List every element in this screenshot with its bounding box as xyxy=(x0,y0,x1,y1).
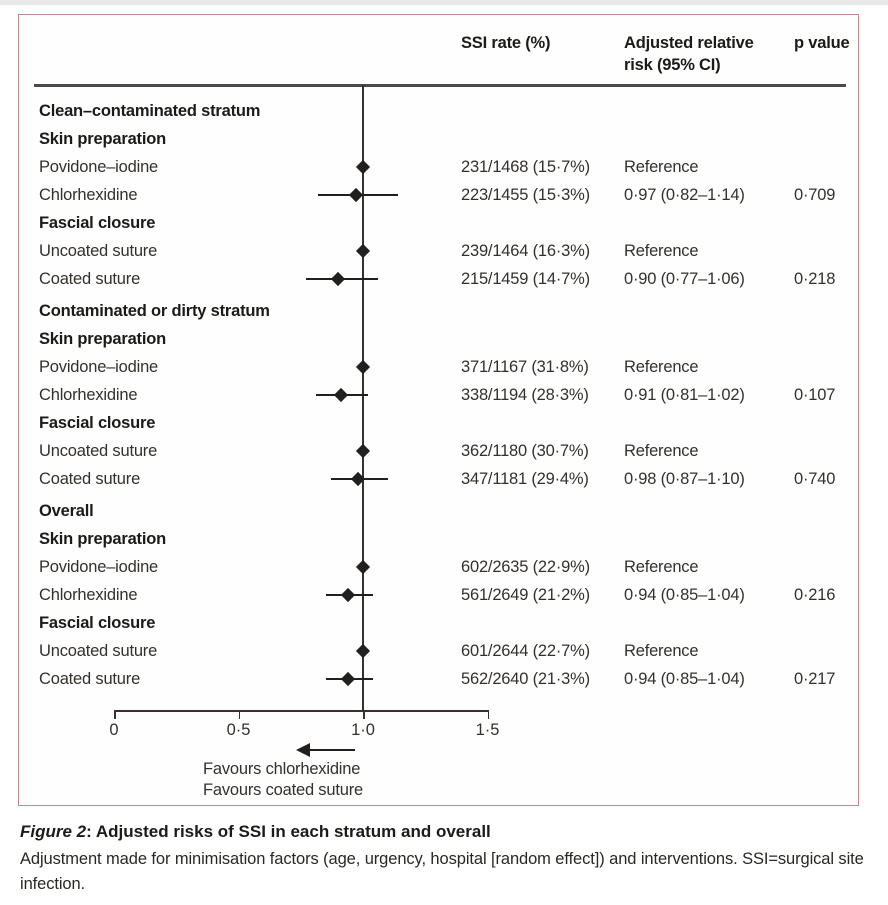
row-label: Chlorhexidine xyxy=(39,586,138,604)
top-edge-strip xyxy=(0,0,888,5)
forest-plot-panel: SSI rate (%) Adjusted relative risk (95%… xyxy=(18,14,859,806)
p-value-cell: 0·709 xyxy=(794,186,836,204)
row-label: Uncoated suture xyxy=(39,442,158,460)
figure-number: Figure 2 xyxy=(20,822,87,841)
group-label: Skin preparation xyxy=(39,530,166,548)
ssi-rate-cell: 223/1455 (15·3%) xyxy=(461,186,590,204)
ssi-rate-cell: 347/1181 (29·4%) xyxy=(461,470,589,488)
p-value-cell: 0·216 xyxy=(794,586,836,604)
x-axis-tick-label: 0·5 xyxy=(226,721,251,739)
row-label: Povidone–iodine xyxy=(39,158,159,176)
ssi-rate-cell: 338/1194 (28·3%) xyxy=(461,386,589,404)
favours-label: Favours coated suture xyxy=(203,781,363,799)
ssi-rate-cell: 362/1180 (30·7%) xyxy=(461,442,589,460)
group-label: Overall xyxy=(39,502,94,520)
point-estimate-diamond xyxy=(355,643,371,659)
row-label: Uncoated suture xyxy=(39,242,158,260)
relative-risk-cell: 0·97 (0·82–1·14) xyxy=(624,186,745,204)
row-label: Chlorhexidine xyxy=(39,186,138,204)
point-estimate-diamond xyxy=(340,671,356,687)
point-estimate-diamond xyxy=(355,243,371,259)
x-axis-tick-label: 1·5 xyxy=(475,721,500,739)
column-header-adjusted-rr: Adjusted relative risk (95% CI) xyxy=(624,34,754,74)
ssi-rate-cell: 561/2649 (21·2%) xyxy=(461,586,590,604)
ssi-rate-cell: 602/2635 (22·9%) xyxy=(461,558,590,576)
group-label: Contaminated or dirty stratum xyxy=(39,302,270,320)
row-label: Coated suture xyxy=(39,670,141,688)
relative-risk-cell: Reference xyxy=(624,442,699,460)
figure-title: : Adjusted risks of SSI in each stratum … xyxy=(86,822,491,841)
relative-risk-cell: Reference xyxy=(624,158,699,176)
point-estimate-diamond xyxy=(348,187,363,203)
favours-arrow-left-icon xyxy=(296,743,310,757)
group-label: Skin preparation xyxy=(39,330,166,348)
figure-caption-title: Figure 2: Adjusted risks of SSI in each … xyxy=(20,820,872,844)
header-divider-line xyxy=(34,84,846,87)
row-label: Povidone–iodine xyxy=(39,558,159,576)
x-axis-line xyxy=(114,710,488,712)
favours-arrow-shaft xyxy=(308,749,355,751)
ssi-rate-cell: 562/2640 (21·3%) xyxy=(461,670,590,688)
row-label: Coated suture xyxy=(39,470,141,488)
point-estimate-diamond xyxy=(355,359,371,375)
point-estimate-diamond xyxy=(355,159,371,175)
figure-footnote: Adjustment made for minimisation factors… xyxy=(20,850,864,893)
x-axis-tick xyxy=(487,710,489,719)
group-label: Clean–contaminated stratum xyxy=(39,102,261,120)
relative-risk-cell: Reference xyxy=(624,558,699,576)
column-header-p-value: p value xyxy=(794,34,850,52)
point-estimate-diamond xyxy=(333,387,348,403)
x-axis-tick-label: 0 xyxy=(109,721,119,739)
relative-risk-cell: Reference xyxy=(624,358,699,376)
ssi-rate-cell: 371/1167 (31·8%) xyxy=(461,358,589,376)
group-label: Skin preparation xyxy=(39,130,166,148)
relative-risk-cell: 0·90 (0·77–1·06) xyxy=(624,270,745,288)
row-label: Povidone–iodine xyxy=(39,358,159,376)
row-label: Chlorhexidine xyxy=(39,386,138,404)
ssi-rate-cell: 215/1459 (14·7%) xyxy=(461,270,590,288)
p-value-cell: 0·217 xyxy=(794,670,836,688)
x-axis-tick xyxy=(238,710,240,719)
ssi-rate-cell: 239/1464 (16·3%) xyxy=(461,242,590,260)
ssi-rate-cell: 601/2644 (22·7%) xyxy=(461,642,590,660)
figure-caption: Figure 2: Adjusted risks of SSI in each … xyxy=(20,820,872,897)
row-label: Uncoated suture xyxy=(39,642,158,660)
group-label: Fascial closure xyxy=(39,214,156,232)
x-axis-tick xyxy=(114,710,116,719)
x-axis-tick xyxy=(363,710,365,719)
p-value-cell: 0·107 xyxy=(794,386,836,404)
column-header-ssi-rate: SSI rate (%) xyxy=(461,34,551,52)
point-estimate-diamond xyxy=(331,271,346,287)
relative-risk-cell: 0·94 (0·85–1·04) xyxy=(624,670,745,688)
row-label: Coated suture xyxy=(39,270,141,288)
x-axis-tick-label: 1·0 xyxy=(351,721,375,739)
p-value-cell: 0·218 xyxy=(794,270,836,288)
relative-risk-cell: 0·98 (0·87–1·10) xyxy=(624,470,745,488)
relative-risk-cell: Reference xyxy=(624,642,699,660)
relative-risk-cell: 0·94 (0·85–1·04) xyxy=(624,586,745,604)
relative-risk-cell: 0·91 (0·81–1·02) xyxy=(624,386,745,404)
relative-risk-cell: Reference xyxy=(624,242,699,260)
reference-line xyxy=(362,85,364,710)
group-label: Fascial closure xyxy=(39,414,156,432)
point-estimate-diamond xyxy=(355,443,371,459)
ssi-rate-cell: 231/1468 (15·7%) xyxy=(461,158,590,176)
group-label: Fascial closure xyxy=(39,614,156,632)
p-value-cell: 0·740 xyxy=(794,470,836,488)
favours-label: Favours chlorhexidine xyxy=(203,760,361,778)
point-estimate-diamond xyxy=(340,587,356,603)
point-estimate-diamond xyxy=(355,559,371,575)
